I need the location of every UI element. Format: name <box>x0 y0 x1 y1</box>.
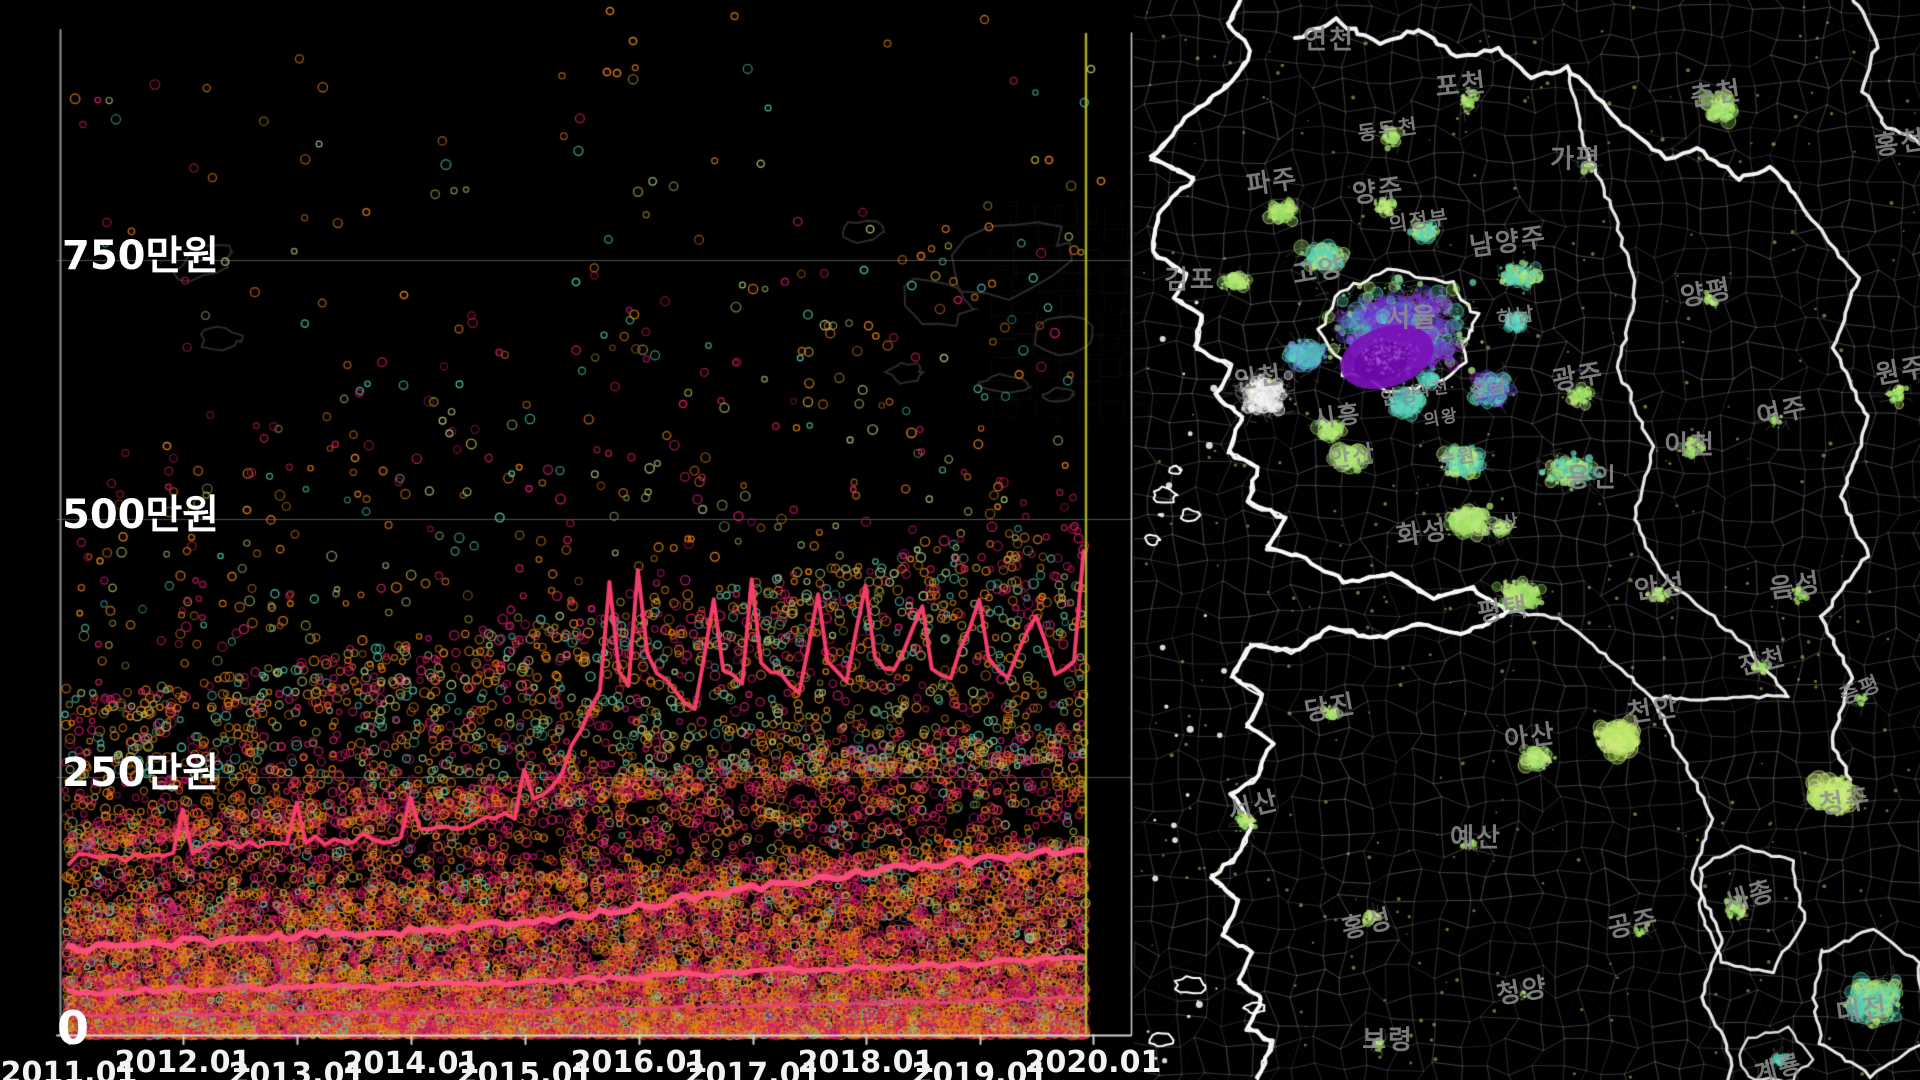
chart-and-map-canvas <box>0 0 1920 1080</box>
visualization-stage: 750만원 500만원 250만원 0 2011.01 2012.01 2013.01 201… <box>0 0 1920 1080</box>
